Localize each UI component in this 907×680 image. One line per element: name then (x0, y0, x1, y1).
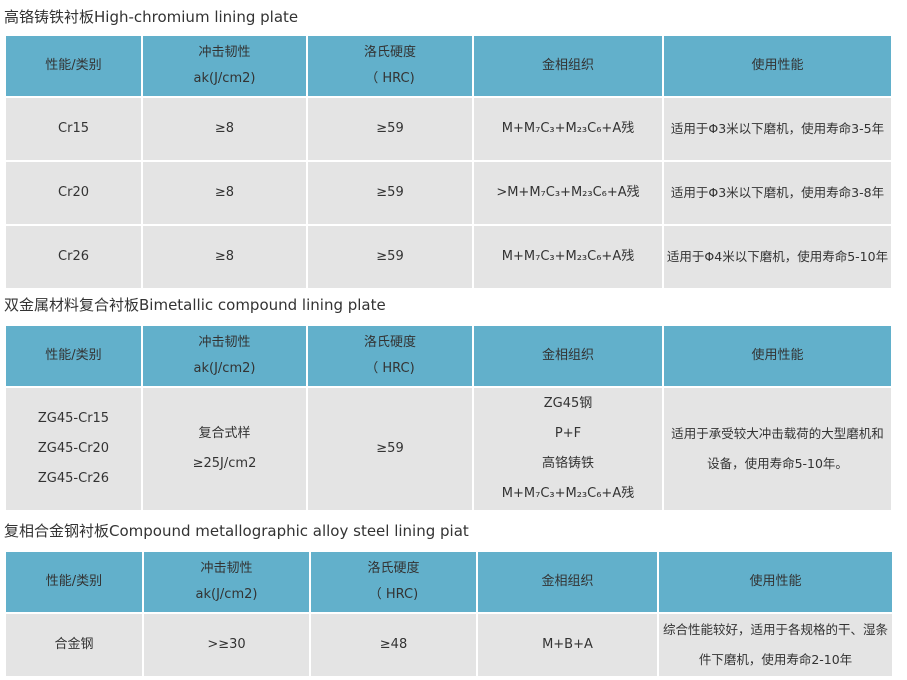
header-hardness: 洛氏硬度（ HRC) (311, 552, 476, 612)
header-usage: 使用性能 (659, 552, 892, 612)
cell-impact-toughness: ≥8 (143, 98, 306, 160)
header-metallography: 金相组织 (474, 326, 662, 386)
header-usage: 使用性能 (664, 36, 891, 96)
cell-category: Cr26 (6, 226, 141, 288)
section-title: 复相合金钢衬板Compound metallographic alloy ste… (4, 522, 469, 540)
header-hardness: 洛氏硬度（ HRC) (308, 326, 472, 386)
header-category: 性能/类别 (6, 326, 141, 386)
header-impact-toughness: 冲击韧性 ak(J/cm2) (143, 326, 306, 386)
cell-usage: 适用于Φ3米以下磨机，使用寿命3-8年 (664, 162, 891, 224)
cell-metallography: M+M₇C₃+M₂₃C₆+A残 (474, 98, 662, 160)
header-impact-toughness: 冲击韧性 ak(J/cm2) (143, 36, 306, 96)
header-metallography: 金相组织 (478, 552, 657, 612)
cell-category: 合金钢 (6, 614, 142, 676)
header-row: 性能/类别 冲击韧性 ak(J/cm2) 洛氏硬度（ HRC) 金相组织 使用性能 (6, 36, 891, 96)
cell-hardness: ≥59 (308, 226, 472, 288)
spec-table: 性能/类别 冲击韧性 ak(J/cm2) 洛氏硬度（ HRC) 金相组织 使用性能 合金钢 >… (4, 550, 894, 678)
header-row: 性能/类别 冲击韧性 ak(J/cm2) 洛氏硬度（ HRC) 金相组织 使用性能 (6, 326, 891, 386)
cell-metallography: M+M₇C₃+M₂₃C₆+A残 (474, 226, 662, 288)
header-hardness: 洛氏硬度（ HRC) (308, 36, 472, 96)
cell-usage: 综合性能较好，适用于各规格的干、湿条件下磨机，使用寿命2-10年 (659, 614, 892, 676)
spec-table: 性能/类别 冲击韧性 ak(J/cm2) 洛氏硬度（ HRC) 金相组织 使用性能 ZG45… (4, 324, 893, 512)
cell-category: Cr20 (6, 162, 141, 224)
cell-impact-toughness: ≥8 (143, 226, 306, 288)
cell-metallography: ZG45钢 P+F 高铬铸铁 M+M₇C₃+M₂₃C₆+A残 (474, 388, 662, 510)
table-row: ZG45-Cr15 ZG45-Cr20 ZG45-Cr26 复合式样 ≥25J/cm2 ≥… (6, 388, 891, 510)
header-category: 性能/类别 (6, 36, 141, 96)
cell-category: ZG45-Cr15 ZG45-Cr20 ZG45-Cr26 (6, 388, 141, 510)
table-row: 合金钢 >≥30 ≥48 M+B+A 综合性能较好，适用于各规格的干、湿条件下磨机，使用… (6, 614, 892, 676)
spec-table: 性能/类别 冲击韧性 ak(J/cm2) 洛氏硬度（ HRC) 金相组织 使用性能 Cr15… (4, 34, 893, 290)
cell-hardness: ≥59 (308, 388, 472, 510)
header-row: 性能/类别 冲击韧性 ak(J/cm2) 洛氏硬度（ HRC) 金相组织 使用性能 (6, 552, 892, 612)
cell-usage: 适用于Φ4米以下磨机，使用寿命5-10年 (664, 226, 891, 288)
cell-impact-toughness: 复合式样 ≥25J/cm2 (143, 388, 306, 510)
cell-metallography: >M+M₇C₃+M₂₃C₆+A残 (474, 162, 662, 224)
header-category: 性能/类别 (6, 552, 142, 612)
cell-hardness: ≥59 (308, 162, 472, 224)
cell-impact-toughness: >≥30 (144, 614, 309, 676)
table-row: Cr26 ≥8 ≥59 M+M₇C₃+M₂₃C₆+A残 适用于Φ4米以下磨机，使用寿命5… (6, 226, 891, 288)
table-row: Cr15 ≥8 ≥59 M+M₇C₃+M₂₃C₆+A残 适用于Φ3米以下磨机，使用寿命3… (6, 98, 891, 160)
section-title: 双金属材料复合衬板Bimetallic compound lining plat… (4, 296, 386, 314)
cell-category: Cr15 (6, 98, 141, 160)
cell-hardness: ≥48 (311, 614, 476, 676)
cell-usage: 适用于Φ3米以下磨机，使用寿命3-5年 (664, 98, 891, 160)
section-title: 高铬铸铁衬板High-chromium lining plate (4, 8, 299, 26)
cell-hardness: ≥59 (308, 98, 472, 160)
header-usage: 使用性能 (664, 326, 891, 386)
cell-impact-toughness: ≥8 (143, 162, 306, 224)
cell-metallography: M+B+A (478, 614, 657, 676)
table-row: Cr20 ≥8 ≥59 >M+M₇C₃+M₂₃C₆+A残 适用于Φ3米以下磨机，使用寿命… (6, 162, 891, 224)
header-impact-toughness: 冲击韧性 ak(J/cm2) (144, 552, 309, 612)
cell-usage: 适用于承受较大冲击载荷的大型磨机和设备，使用寿命5-10年。 (664, 388, 891, 510)
header-metallography: 金相组织 (474, 36, 662, 96)
